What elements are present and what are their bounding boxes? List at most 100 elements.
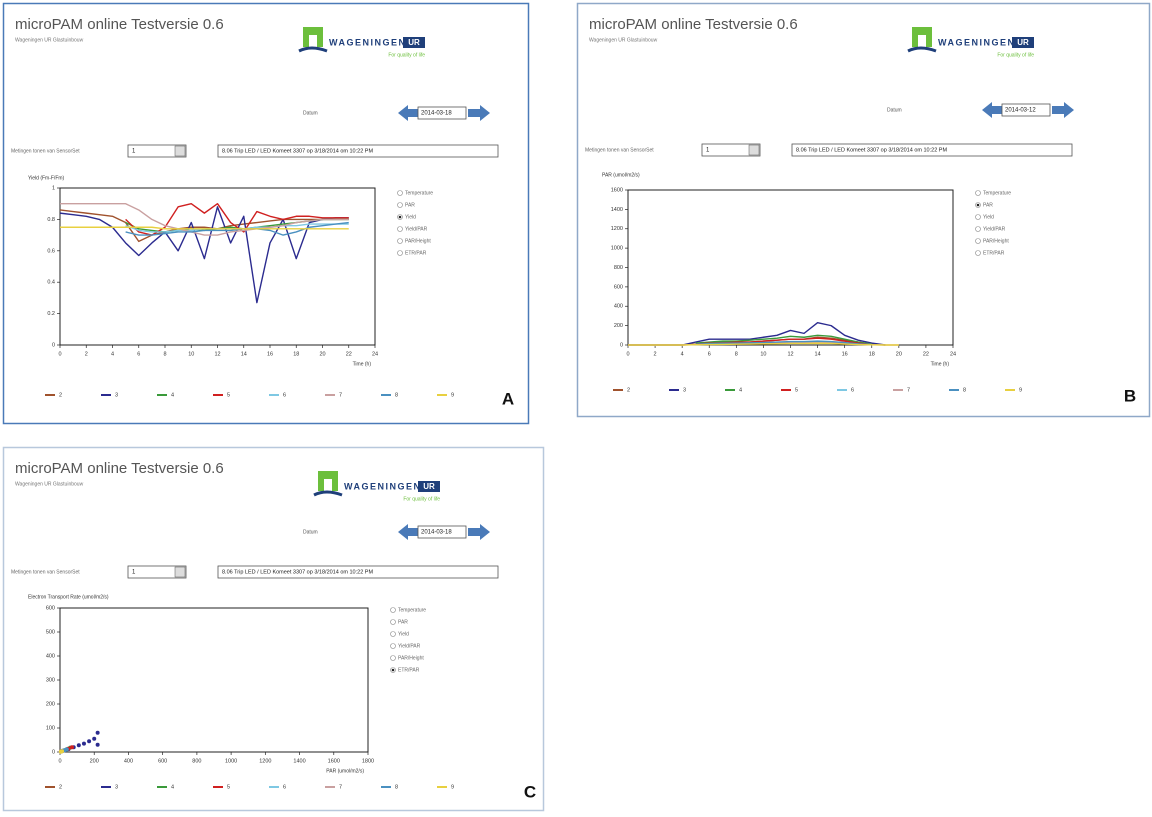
next-day-arrow[interactable] (468, 524, 490, 540)
radio-label[interactable]: Yield/PAR (398, 643, 421, 649)
logo-mark-door (918, 35, 926, 47)
y-tick-label: 600 (46, 605, 55, 611)
radio-button[interactable] (390, 643, 396, 649)
x-tick-label: 400 (124, 758, 133, 764)
next-day-arrow[interactable] (1052, 102, 1074, 118)
legend-label: 6 (851, 387, 854, 393)
radio-button[interactable] (397, 250, 403, 256)
panel-letter: B (1124, 386, 1136, 405)
sensor-info-box (217, 144, 499, 158)
scatter-point (76, 743, 81, 748)
sensor-select[interactable] (127, 144, 187, 158)
sensor-select[interactable] (701, 143, 761, 157)
series-line (695, 340, 872, 346)
date-value: 2014-03-18 (421, 111, 452, 117)
legend-label: 7 (339, 784, 342, 790)
sensor-info-box (791, 143, 1073, 157)
radio-button[interactable] (975, 250, 981, 256)
radio-label[interactable]: Temperature (983, 190, 1011, 196)
sensor-label: Metingen tonen van SensorSet (585, 147, 654, 153)
radio-button[interactable] (390, 619, 396, 625)
prev-day-arrow[interactable] (398, 524, 420, 540)
radio-label[interactable]: ETR/PAR (983, 250, 1005, 256)
radio-button[interactable] (390, 607, 396, 613)
series-line (125, 221, 349, 236)
date-box[interactable] (417, 525, 467, 539)
next-day-arrow[interactable] (468, 105, 490, 121)
sensor-select[interactable] (127, 565, 187, 579)
date-box[interactable] (1001, 103, 1051, 117)
x-axis-label: PAR (umol/m2/s) (326, 768, 364, 774)
date-value: 2014-03-12 (1005, 108, 1036, 114)
legend-label: 4 (171, 392, 174, 398)
radio-button[interactable] (390, 631, 396, 637)
radio-label[interactable]: PAR/Height (983, 238, 1009, 244)
logo-badge-text: UR (408, 38, 420, 47)
date-box[interactable] (417, 106, 467, 120)
x-tick-label: 2 (654, 351, 657, 357)
radio-button[interactable] (390, 655, 396, 661)
radio-label[interactable]: PAR (405, 202, 415, 208)
radio-button[interactable] (397, 238, 403, 244)
legend-label: 5 (795, 387, 798, 393)
radio-button[interactable] (397, 202, 403, 208)
x-tick-label: 2 (85, 351, 88, 357)
radio-label[interactable]: PAR (983, 202, 993, 208)
series-line (59, 206, 349, 304)
legend-label: 9 (451, 392, 454, 398)
legend-label: 4 (739, 387, 742, 393)
legend-label: 6 (283, 392, 286, 398)
app-title: microPAM online Testversie 0.6 (15, 16, 224, 33)
chart-title: PAR (umol/m2/s) (602, 172, 640, 178)
radio-label[interactable]: PAR/Height (405, 238, 431, 244)
x-axis-label: Time (h) (931, 361, 950, 367)
chart-title: Electron Transport Rate (umol/m2/s) (28, 594, 109, 600)
sensor-label: Metingen tonen van SensorSet (11, 148, 80, 154)
radio-button[interactable] (397, 226, 403, 232)
x-tick-label: 12 (787, 351, 793, 357)
radio-button[interactable] (975, 190, 981, 196)
x-tick-label: 1000 (225, 758, 237, 764)
radio-label[interactable]: Yield/PAR (405, 226, 428, 232)
radio-label[interactable]: Yield/PAR (983, 226, 1006, 232)
legend-label: 9 (451, 784, 454, 790)
app-panel: microPAM online Testversie 0.6 Wageningen… (576, 2, 1151, 418)
radio-label[interactable]: Yield (983, 214, 994, 220)
x-tick-label: 4 (111, 351, 114, 357)
scatter-point (95, 742, 100, 747)
radio-label[interactable]: ETR/PAR (398, 667, 420, 673)
x-tick-label: 14 (241, 351, 247, 357)
y-tick-label: 0.4 (47, 280, 55, 286)
series-line (60, 203, 349, 236)
x-tick-label: 20 (319, 351, 325, 357)
radio-button[interactable] (975, 226, 981, 232)
x-tick-label: 12 (214, 351, 220, 357)
radio-label[interactable]: Temperature (398, 607, 426, 613)
plot-area (59, 607, 369, 753)
radio-label[interactable]: ETR/PAR (405, 250, 427, 256)
radio-button[interactable] (975, 238, 981, 244)
sensor-info: 8.06 Trip LED / LED Komeet 3307 op 3/18/… (222, 569, 373, 575)
y-tick-label: 300 (46, 677, 55, 683)
logo-text: WAGENINGEN (344, 481, 422, 491)
sensor-label: Metingen tonen van SensorSet (11, 569, 80, 575)
date-value: 2014-03-18 (421, 530, 452, 536)
radio-label[interactable]: Temperature (405, 190, 433, 196)
radio-button[interactable] (397, 190, 403, 196)
radio-label[interactable]: Yield (405, 214, 416, 220)
sensor-select-value: 1 (706, 148, 710, 154)
prev-day-arrow[interactable] (398, 105, 420, 121)
sensor-select-value: 1 (132, 149, 136, 155)
y-tick-label: 0.6 (47, 248, 55, 254)
x-tick-label: 1200 (259, 758, 271, 764)
radio-button[interactable] (975, 214, 981, 220)
radio-label[interactable]: Yield (398, 631, 409, 637)
scatter-point (95, 730, 100, 735)
app-subtitle: Wageningen UR Glastuinbouw (15, 37, 84, 43)
x-tick-label: 8 (163, 351, 166, 357)
y-tick-label: 400 (614, 304, 623, 310)
radio-label[interactable]: PAR/Height (398, 655, 424, 661)
prev-day-arrow[interactable] (982, 102, 1004, 118)
radio-label[interactable]: PAR (398, 619, 408, 625)
scatter-point (92, 736, 97, 741)
